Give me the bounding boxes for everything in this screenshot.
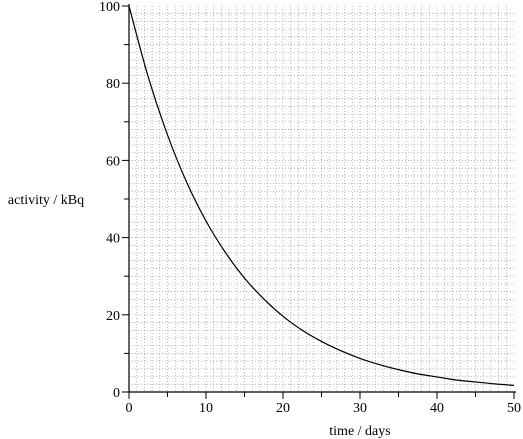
x-axis-title: time / days — [329, 424, 390, 439]
series-layer — [128, 5, 515, 387]
y-tick-label: 60 — [106, 154, 120, 169]
horizontal-grid-lines — [129, 13, 514, 385]
y-tick-labels: 0 20 40 60 80 100 — [99, 0, 120, 401]
x-tick-label: 20 — [276, 401, 290, 416]
axes — [128, 4, 516, 393]
grid — [129, 6, 514, 392]
y-tick-label: 100 — [99, 0, 120, 15]
decay-curve — [128, 5, 515, 387]
y-tick-label: 80 — [106, 77, 120, 92]
y-tick-label: 0 — [113, 386, 120, 401]
ticks — [122, 5, 515, 399]
x-tick-labels: 0 10 20 30 40 50 — [126, 401, 522, 416]
x-tick-label: 30 — [353, 401, 367, 416]
y-axis-title: activity / kBq — [8, 193, 84, 208]
y-tick-label: 40 — [106, 232, 120, 247]
x-tick-label: 0 — [126, 401, 133, 416]
x-tick-label: 50 — [507, 401, 521, 416]
x-tick-label: 40 — [430, 401, 444, 416]
y-tick-label: 20 — [106, 309, 120, 324]
x-tick-label: 10 — [199, 401, 213, 416]
